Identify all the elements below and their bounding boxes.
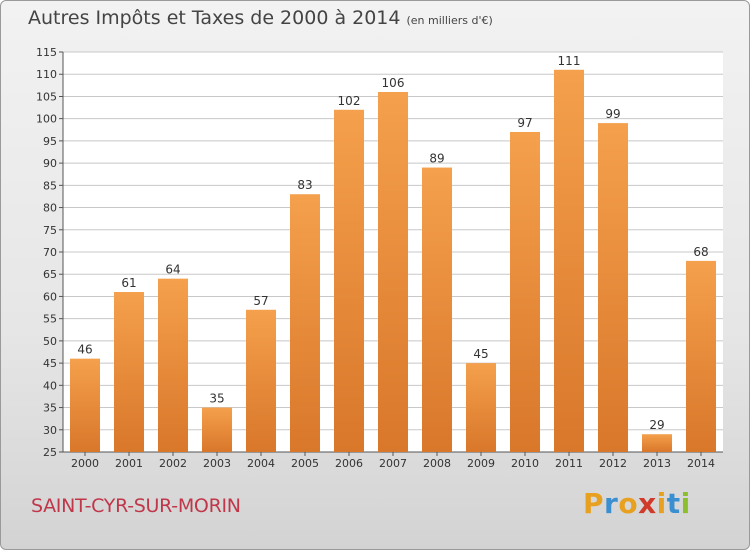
- bar: [202, 407, 232, 452]
- y-tick-label: 105: [36, 90, 57, 103]
- data-label: 46: [77, 343, 92, 357]
- bar: [290, 194, 320, 452]
- data-label: 29: [649, 418, 664, 432]
- x-tick-label: 2003: [203, 457, 231, 470]
- x-tick-label: 2007: [379, 457, 407, 470]
- data-label: 68: [693, 245, 708, 259]
- y-tick-label: 40: [43, 379, 57, 392]
- proxiti-logo: Proxiti: [583, 487, 691, 520]
- x-tick-label: 2000: [71, 457, 99, 470]
- x-tick-label: 2004: [247, 457, 275, 470]
- chart-title: Autres Impôts et Taxes de 2000 à 2014 (en…: [28, 7, 493, 29]
- data-label: 106: [382, 76, 405, 90]
- data-label: 35: [209, 392, 224, 406]
- bar: [554, 69, 584, 453]
- x-tick-label: 2005: [291, 457, 319, 470]
- y-tick-label: 80: [43, 202, 57, 215]
- data-label: 61: [121, 276, 136, 290]
- logo-letter: i: [680, 487, 691, 520]
- x-tick-label: 2012: [599, 457, 627, 470]
- y-tick-label: 55: [43, 313, 57, 326]
- y-tick-label: 115: [36, 46, 57, 59]
- bar: [378, 92, 408, 452]
- x-tick-label: 2014: [687, 457, 715, 470]
- logo-letter: t: [666, 487, 681, 520]
- y-tick-label: 25: [43, 446, 57, 459]
- x-tick-label: 2009: [467, 457, 495, 470]
- logo-letter: i: [656, 487, 667, 520]
- data-label: 102: [338, 94, 361, 108]
- bar: [510, 132, 540, 452]
- y-tick-label: 65: [43, 268, 57, 281]
- y-tick-label: 35: [43, 402, 57, 415]
- bar: [114, 292, 144, 452]
- chart-unit: (en milliers d'€): [406, 14, 493, 27]
- data-label: 45: [473, 347, 488, 361]
- data-label: 83: [297, 178, 312, 192]
- y-tick-label: 45: [43, 357, 57, 370]
- y-tick-label: 100: [36, 113, 57, 126]
- y-tick-label: 110: [36, 68, 57, 81]
- bar: [598, 123, 628, 452]
- x-tick-label: 2006: [335, 457, 363, 470]
- data-label: 99: [605, 107, 620, 121]
- x-tick-label: 2013: [643, 457, 671, 470]
- x-tick-label: 2011: [555, 457, 583, 470]
- bar: [158, 278, 188, 452]
- bar: [246, 309, 276, 452]
- chart-title-text: Autres Impôts et Taxes de 2000 à 2014: [28, 7, 401, 29]
- bar: [466, 363, 496, 452]
- data-label: 111: [558, 54, 581, 68]
- data-label: 89: [429, 152, 444, 166]
- bar: [70, 358, 100, 452]
- bar: [422, 167, 452, 453]
- bar: [334, 109, 364, 453]
- bar: [686, 260, 716, 452]
- x-tick-label: 2008: [423, 457, 451, 470]
- x-tick-label: 2010: [511, 457, 539, 470]
- y-tick-label: 60: [43, 290, 57, 303]
- y-tick-label: 90: [43, 157, 57, 170]
- data-label: 57: [253, 294, 268, 308]
- data-label: 97: [517, 116, 532, 130]
- y-tick-label: 75: [43, 224, 57, 237]
- y-tick-label: 70: [43, 246, 57, 259]
- bar: [642, 434, 672, 452]
- x-tick-label: 2001: [115, 457, 143, 470]
- logo-letter: o: [618, 487, 639, 520]
- y-tick-label: 30: [43, 424, 57, 437]
- x-tick-label: 2002: [159, 457, 187, 470]
- y-tick-label: 95: [43, 135, 57, 148]
- logo-letter: x: [638, 487, 657, 520]
- logo-letter: P: [583, 487, 605, 520]
- logo-letter: r: [604, 487, 619, 520]
- data-label: 64: [165, 263, 180, 277]
- location-label: SAINT-CYR-SUR-MORIN: [31, 495, 241, 517]
- y-tick-label: 50: [43, 335, 57, 348]
- y-tick-label: 85: [43, 179, 57, 192]
